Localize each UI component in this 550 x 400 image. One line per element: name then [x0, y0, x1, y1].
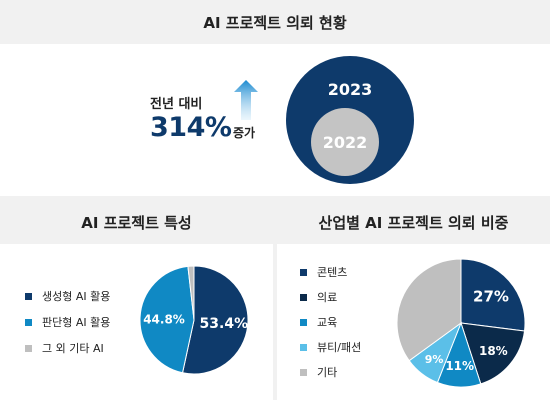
circle-previous-year [311, 108, 379, 176]
growth-unit: 증가 [233, 126, 256, 140]
overview-title: AI 프로젝트 의뢰 현황 [203, 13, 347, 32]
pie-data-label: 9% [425, 353, 444, 366]
legend-label: 생성형 AI 활용 [42, 290, 111, 303]
industry-share-title: 산업별 AI 프로젝트 의뢰 비중 [318, 213, 509, 232]
legend-item: 생성형 AI 활용 [25, 288, 110, 304]
pie-slice [140, 265, 195, 374]
pie-slice [460, 258, 526, 332]
legend-swatch [300, 293, 307, 301]
pie-data-label: 11% [445, 359, 474, 373]
characteristics-title: AI 프로젝트 특성 [81, 213, 192, 232]
pie-data-label: 27% [473, 288, 509, 306]
legend-swatch [300, 343, 307, 351]
growth-value: 314% [150, 112, 232, 143]
legend-label: 기타 [317, 366, 338, 379]
section-divider [0, 196, 550, 200]
legend-item: 뷰티/패션 [300, 339, 361, 355]
section-title-overview: AI 프로젝트 의뢰 현황 [0, 0, 550, 44]
industry-pie-chart: 27% 18% 11%9% [396, 258, 526, 388]
pie-data-label: 53.4% [200, 316, 248, 332]
legend-item: 콘텐츠 [300, 264, 347, 280]
legend-swatch [25, 292, 32, 300]
pie-data-label: 44.8% [143, 312, 185, 326]
year-comparison-circles: 2023 2022 [286, 56, 414, 184]
legend-label: 판단형 AI 활용 [42, 316, 111, 329]
legend-swatch [25, 344, 32, 352]
legend-label: 뷰티/패션 [317, 341, 362, 354]
pie-slice [181, 265, 248, 375]
legend-item: 그 외 기타 AI [25, 340, 104, 356]
characteristics-pie-chart: 53.4% 44.8% [140, 265, 248, 375]
section-title-industry-share: 산업별 AI 프로젝트 의뢰 비중 [277, 200, 550, 244]
legend-item: 기타 [300, 364, 337, 380]
pie-slice [460, 322, 526, 385]
legend-label: 교육 [317, 316, 338, 329]
legend-swatch [300, 318, 307, 326]
pie-data-label: 18% [479, 344, 508, 358]
legend-swatch [25, 318, 32, 326]
legend-item: 의료 [300, 289, 337, 305]
pie-slice [396, 258, 462, 362]
pie-slice [187, 265, 195, 321]
legend-item: 판단형 AI 활용 [25, 314, 110, 330]
up-arrow-icon [234, 80, 258, 120]
label-previous-year: 2022 [323, 133, 368, 152]
column-divider [273, 200, 277, 400]
legend-item: 교육 [300, 314, 337, 330]
legend-swatch [300, 368, 307, 376]
growth-label: 전년 대비 [150, 97, 203, 112]
legend-swatch [300, 268, 307, 276]
section-title-characteristics: AI 프로젝트 특성 [0, 200, 273, 244]
legend-label: 콘텐츠 [317, 266, 348, 279]
legend-label: 그 외 기타 AI [42, 342, 104, 355]
legend-label: 의료 [317, 291, 338, 304]
label-current-year: 2023 [328, 80, 373, 99]
